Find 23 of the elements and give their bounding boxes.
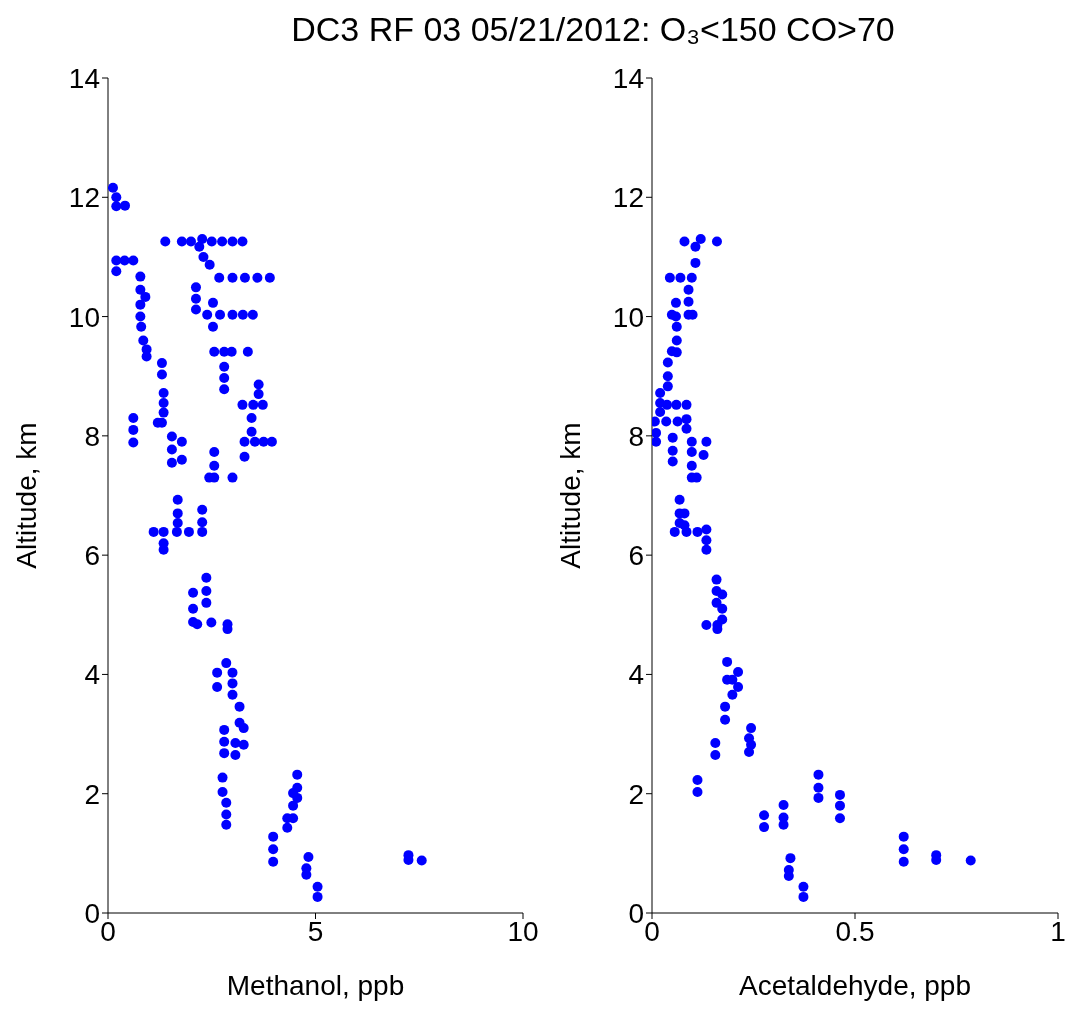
y-tick-label: 8 xyxy=(84,420,100,452)
y-tick-label: 10 xyxy=(68,301,100,333)
y-tick-label: 6 xyxy=(84,540,100,572)
y-tick-label: 14 xyxy=(612,62,644,94)
x-axis-title: Methanol, ppb xyxy=(226,970,405,1001)
y-tick-label: 12 xyxy=(612,182,644,214)
x-tick-label: 0.5 xyxy=(835,915,875,947)
text: DC3 RF 03 05/21/2012: O₃<150 CO>70 xyxy=(290,10,896,49)
y-tick-label: 14 xyxy=(68,62,100,94)
y-tick-label: 4 xyxy=(84,659,100,691)
y-axis-title: Altitude, km xyxy=(554,422,586,569)
y-axis-title: Altitude, km xyxy=(10,422,42,569)
y-tick-label: 10 xyxy=(612,301,644,333)
x-tick-label: 1 xyxy=(1050,915,1066,947)
y-tick-label: 2 xyxy=(84,778,100,810)
x-axis-title: Acetaldehyde, ppb xyxy=(739,970,971,1001)
y-tick-label: 8 xyxy=(628,420,644,452)
x-tick-label: 5 xyxy=(307,915,324,947)
y-tick-label: 4 xyxy=(628,659,644,691)
y-tick-label: 2 xyxy=(628,778,644,810)
y-tick-label: 6 xyxy=(628,540,644,572)
y-tick-label: 12 xyxy=(68,182,100,214)
x-tick-label: 10 xyxy=(507,915,539,947)
